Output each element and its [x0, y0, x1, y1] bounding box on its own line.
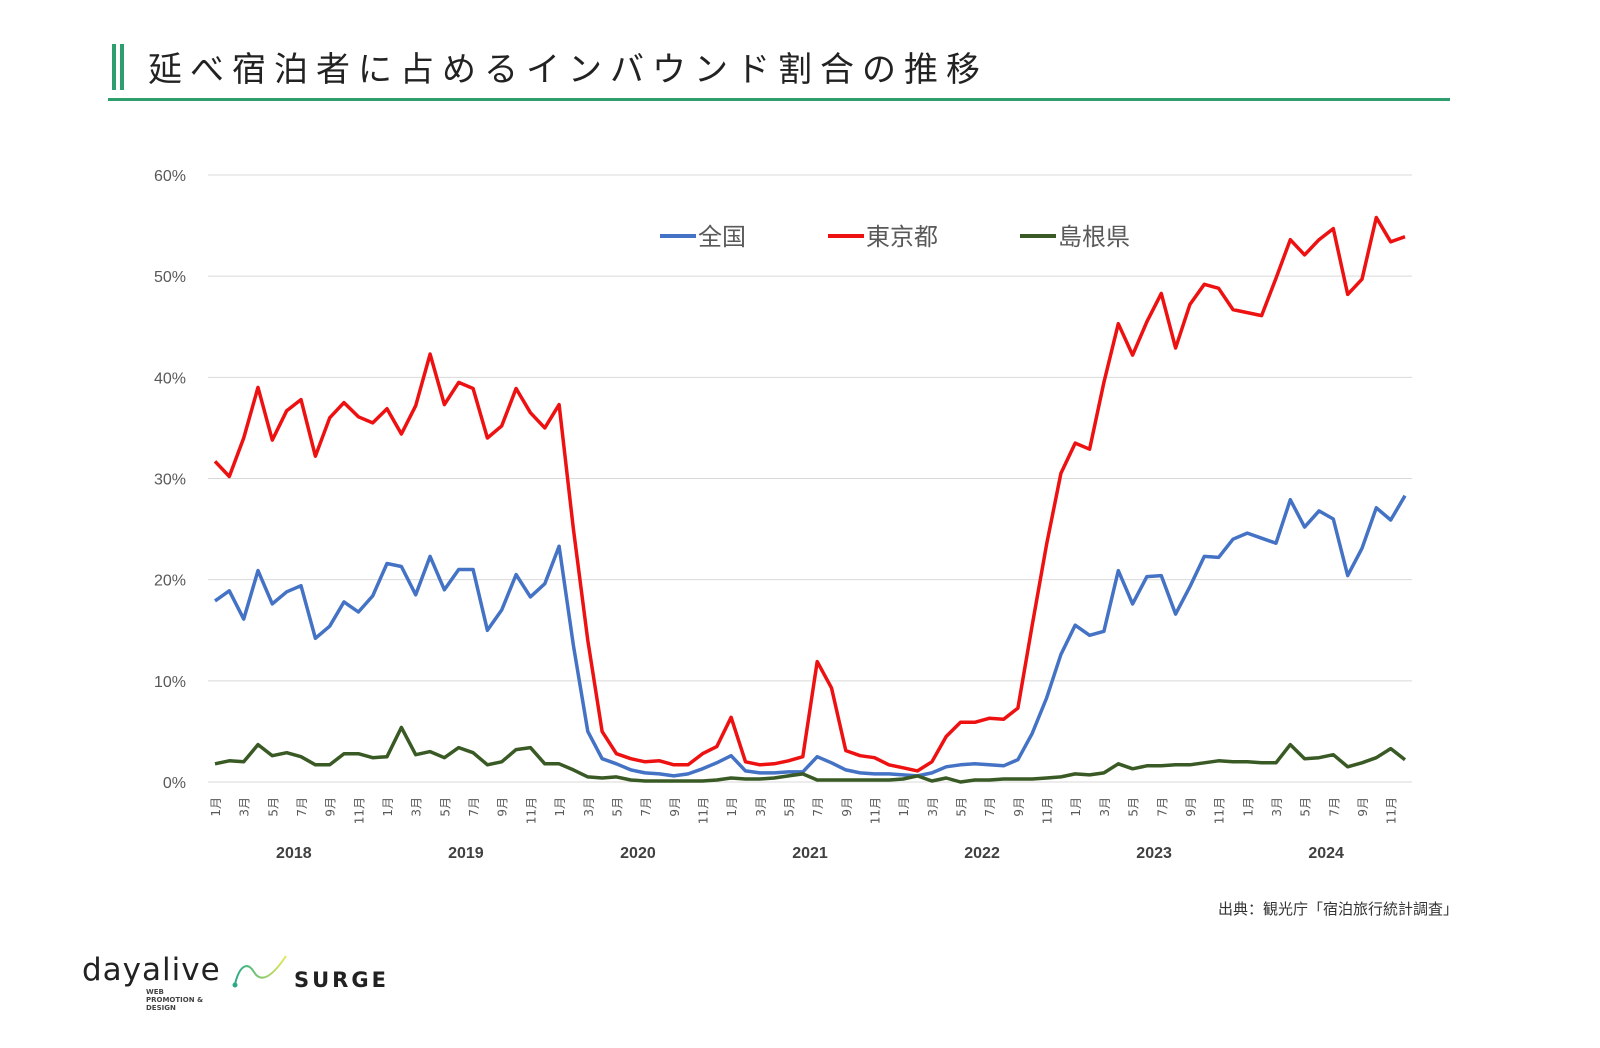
year-label: 2021	[792, 845, 828, 862]
surge-wave-icon	[232, 955, 287, 988]
page-title: 延べ宿泊者に占めるインバウンド割合の推移	[148, 50, 988, 90]
x-tick-label: 5月	[955, 797, 969, 817]
year-label: 2020	[620, 845, 656, 862]
x-tick-label: 3月	[1270, 797, 1284, 817]
year-label: 2019	[448, 845, 484, 862]
legend-label: 島根県	[1058, 223, 1130, 251]
series-line-tokyo	[213, 215, 1406, 773]
x-tick-label: 5月	[782, 797, 796, 817]
x-tick-label: 9月	[668, 797, 682, 817]
x-tick-label: 9月	[1012, 797, 1026, 817]
x-tick-label: 5月	[266, 797, 280, 817]
y-tick-label: 50%	[154, 269, 186, 286]
x-tick-label: 7月	[295, 797, 309, 817]
title-underline	[108, 98, 1450, 101]
y-tick-label: 10%	[154, 674, 186, 691]
x-tick-label: 11月	[352, 797, 366, 824]
year-label: 2018	[276, 845, 312, 862]
dayalive-logo: dayalive	[82, 952, 221, 988]
year-label: 2023	[1136, 845, 1172, 862]
x-tick-label: 1月	[553, 797, 567, 817]
y-tick-label: 60%	[154, 168, 186, 185]
title-accent-bars	[112, 44, 124, 90]
x-tick-label: 5月	[610, 797, 624, 817]
x-tick-label: 11月	[1041, 797, 1055, 824]
y-tick-label: 0%	[163, 775, 186, 792]
x-tick-label: 11月	[1213, 797, 1227, 824]
x-tick-label: 5月	[1127, 797, 1141, 817]
x-tick-label: 1月	[897, 797, 911, 817]
x-tick-label: 7月	[1155, 797, 1169, 817]
x-tick-label: 5月	[438, 797, 452, 817]
x-tick-label: 1月	[1069, 797, 1083, 817]
year-label: 2024	[1308, 845, 1344, 862]
y-tick-label: 40%	[154, 370, 186, 387]
y-tick-label: 20%	[154, 573, 186, 590]
x-tick-label: 11月	[869, 797, 883, 824]
x-tick-label: 9月	[1184, 797, 1198, 817]
y-tick-label: 30%	[154, 472, 186, 489]
x-tick-label: 7月	[983, 797, 997, 817]
x-tick-label: 1月	[1241, 797, 1255, 817]
x-tick-label: 3月	[582, 797, 596, 817]
x-tick-label: 9月	[324, 797, 338, 817]
x-tick-label: 3月	[754, 797, 768, 817]
year-label: 2022	[964, 845, 1000, 862]
x-tick-label: 7月	[639, 797, 653, 817]
x-tick-label: 3月	[410, 797, 424, 817]
x-tick-label: 9月	[496, 797, 510, 817]
x-tick-label: 5月	[1299, 797, 1313, 817]
dayalive-logo-subtitle: WEB PROMOTION & DESIGN	[146, 988, 204, 1012]
legend-label: 全国	[698, 223, 746, 251]
source-note: 出典：観光庁「宿泊旅行統計調査」	[1217, 900, 1458, 918]
surge-logo: SURGE	[294, 968, 389, 992]
x-tick-label: 11月	[696, 797, 710, 824]
legend-label: 東京都	[866, 223, 938, 251]
x-tick-label: 9月	[1356, 797, 1370, 817]
x-tick-label: 11月	[1385, 797, 1399, 824]
x-tick-label: 3月	[1098, 797, 1112, 817]
x-tick-label: 7月	[1327, 797, 1341, 817]
x-tick-label: 9月	[840, 797, 854, 817]
x-tick-label: 3月	[238, 797, 252, 817]
series-line-national	[213, 494, 1407, 778]
x-tick-label: 7月	[467, 797, 481, 817]
x-tick-label: 1月	[725, 797, 739, 817]
x-tick-label: 1月	[209, 797, 223, 817]
x-tick-label: 3月	[926, 797, 940, 817]
x-tick-label: 7月	[811, 797, 825, 817]
series-line-shimane	[214, 725, 1407, 784]
x-tick-label: 1月	[381, 797, 395, 817]
x-tick-label: 11月	[524, 797, 538, 824]
